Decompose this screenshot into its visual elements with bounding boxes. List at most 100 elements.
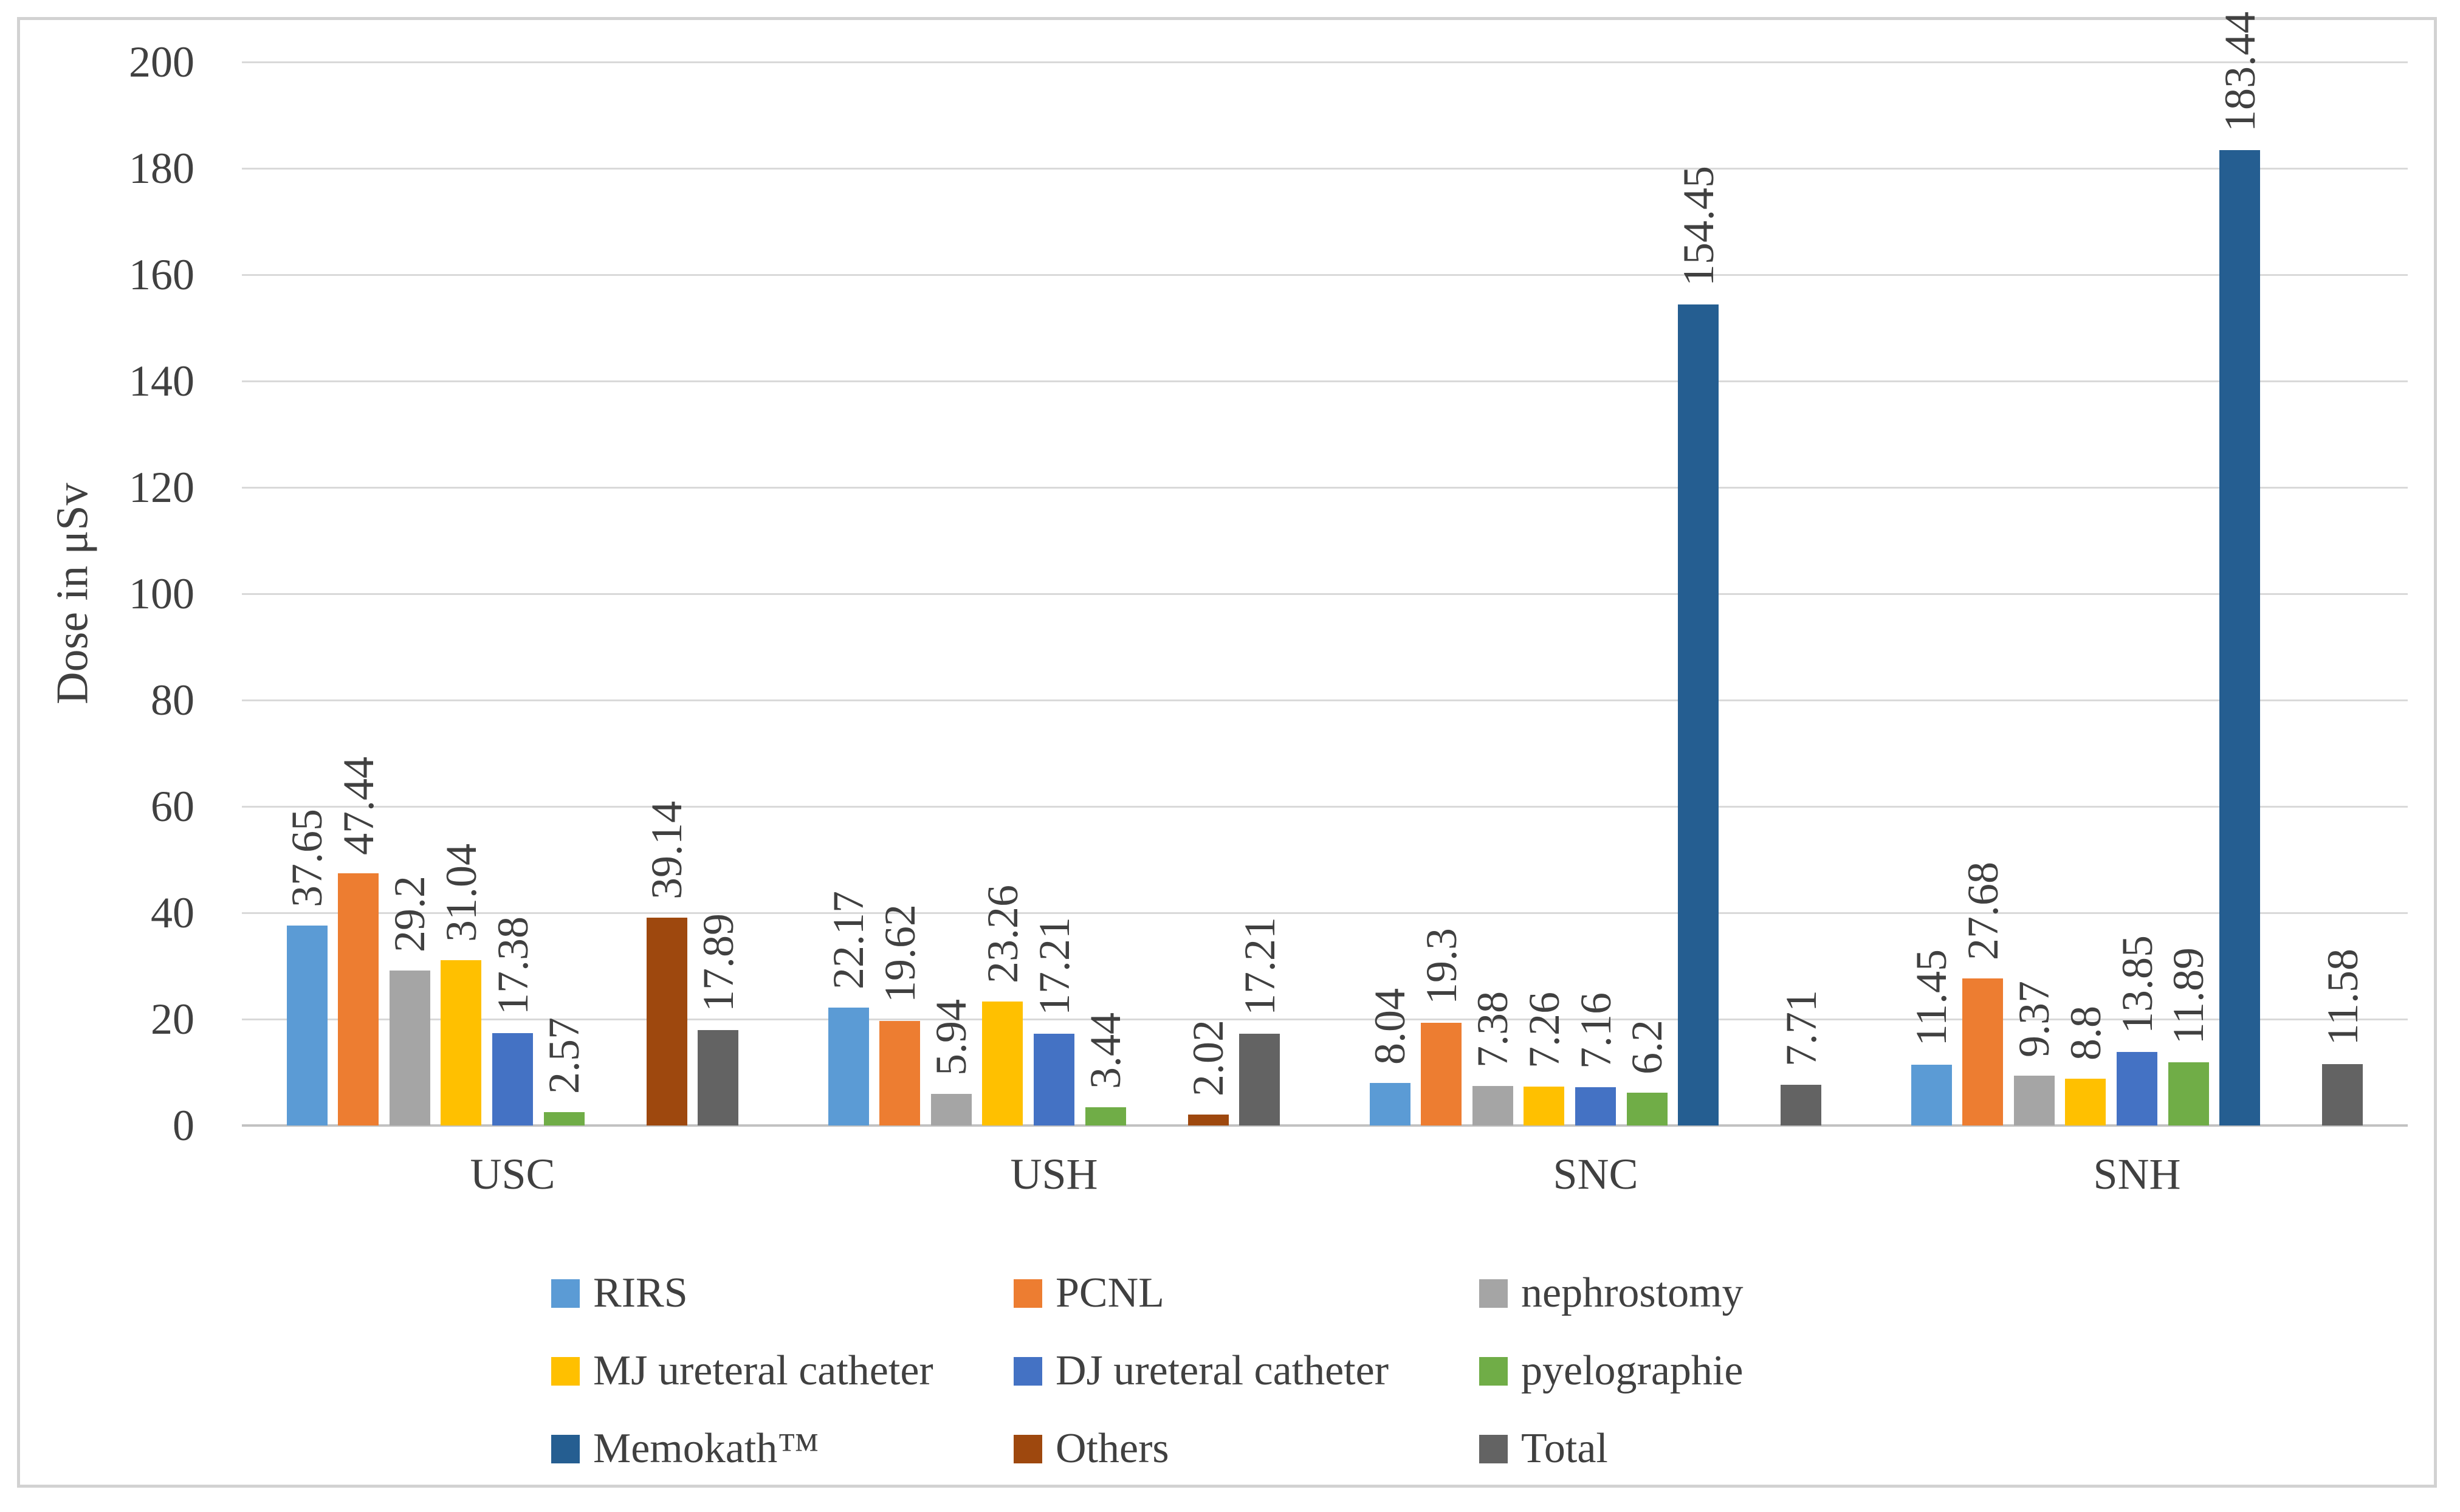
bar-slot: 11.58 xyxy=(2318,62,2367,1125)
bar-slot: 154.45 xyxy=(1674,62,1723,1125)
x-axis-line xyxy=(242,1124,2408,1127)
gridline xyxy=(242,593,2408,595)
bar-slot: 19.3 xyxy=(1417,62,1466,1125)
bar-nephrostomy-ush xyxy=(930,1094,972,1125)
legend-item-rirs: RIRS xyxy=(551,1271,688,1315)
gridline xyxy=(242,380,2408,382)
bar-value-label: 11.45 xyxy=(1907,949,1956,1046)
bar-value-label: 27.68 xyxy=(1958,861,2007,960)
bar-others-usc xyxy=(646,917,687,1125)
bar-slot: 39.14 xyxy=(642,62,692,1125)
bar-value-label: 17.89 xyxy=(693,913,743,1012)
bar-slot: 13.85 xyxy=(2112,62,2162,1125)
bar-pyelographie-snc xyxy=(1626,1092,1668,1125)
gridline xyxy=(242,61,2408,63)
y-tick-label: 200 xyxy=(129,38,194,86)
y-tick-label: 100 xyxy=(129,569,194,618)
bar-pcnl-snc xyxy=(1421,1023,1462,1125)
bar-value-label: 154.45 xyxy=(1674,165,1723,286)
bar-value-label: 2.57 xyxy=(540,1017,589,1094)
chart-border xyxy=(17,17,2437,1488)
gridline xyxy=(242,167,2408,170)
y-tick-label: 60 xyxy=(151,782,194,831)
bar-value-label: 11.89 xyxy=(2164,947,2213,1044)
bar-group-ush: 22.17 19.62 5.94 23.26 17.21 3.44 2.02 17.21 xyxy=(783,62,1325,1125)
bar-value-label: 29.2 xyxy=(385,875,435,952)
bar-value-label: 7.71 xyxy=(1776,989,1826,1067)
bar-slot: 11.45 xyxy=(1907,62,1956,1125)
bar-slot: 19.62 xyxy=(875,62,924,1125)
y-tick-label: 180 xyxy=(129,144,194,193)
legend-item-others: Others xyxy=(1014,1427,1169,1471)
bar-value-label: 39.14 xyxy=(642,800,692,899)
bar-slot: 7.16 xyxy=(1572,62,1620,1125)
bar-value-label: 11.58 xyxy=(2318,949,2367,1046)
legend-item-pcnl: PCNL xyxy=(1014,1271,1164,1315)
bar-dj-ureteral-catheter-snh xyxy=(2117,1051,2157,1125)
bar-slot xyxy=(1136,62,1177,1125)
bar-slot xyxy=(2271,62,2312,1125)
legend-item-memokath: Memokath™ xyxy=(551,1427,819,1471)
y-tick-label: 160 xyxy=(129,250,194,299)
bar-total-ush xyxy=(1239,1034,1280,1125)
bar-rirs-ush xyxy=(828,1008,869,1125)
bar-value-label: 31.04 xyxy=(436,844,486,943)
bar-value-label: 5.94 xyxy=(927,999,976,1076)
bar-total-usc xyxy=(698,1030,739,1125)
legend-swatch-rirs xyxy=(551,1279,580,1308)
bar-slot: 37.65 xyxy=(283,62,331,1125)
gridline xyxy=(242,273,2408,276)
bar-slot: 2.57 xyxy=(540,62,589,1125)
bar-value-label: 19.62 xyxy=(875,904,924,1003)
bar-slot: 17.21 xyxy=(1235,62,1284,1125)
bar-rirs-usc xyxy=(286,925,328,1125)
bar-value-label: 17.38 xyxy=(488,916,537,1015)
bar-slot: 8.8 xyxy=(2061,62,2110,1125)
bar-total-snh xyxy=(2322,1064,2363,1125)
bar-value-label: 17.21 xyxy=(1235,917,1284,1016)
bar-slot xyxy=(1730,62,1770,1125)
legend-item-mj-ureteral-catheter: MJ ureteral catheter xyxy=(551,1349,933,1393)
gridline xyxy=(242,699,2408,701)
bar-value-label: 47.44 xyxy=(334,756,383,855)
bar-value-label: 7.38 xyxy=(1468,991,1517,1068)
bar-others-ush xyxy=(1187,1115,1229,1125)
bar-pcnl-snh xyxy=(1962,978,2004,1125)
bar-value-label: 6.2 xyxy=(1623,1019,1672,1074)
bar-value-label: 13.85 xyxy=(2112,935,2162,1034)
bar-slot: 31.04 xyxy=(436,62,486,1125)
bar-group-snc: 8.04 19.3 7.38 7.26 7.16 6.2 154.45 7.71 xyxy=(1325,62,1866,1125)
bar-pyelographie-usc xyxy=(543,1112,585,1125)
legend-swatch-total xyxy=(1479,1434,1508,1463)
bar-value-label: 3.44 xyxy=(1081,1012,1130,1089)
legend-swatch-nephrostomy xyxy=(1479,1279,1508,1308)
legend-label: Memokath™ xyxy=(593,1425,819,1472)
bar-total-snc xyxy=(1781,1084,1822,1125)
legend-swatch-pcnl xyxy=(1014,1279,1042,1308)
bar-value-label: 183.44 xyxy=(2215,11,2264,132)
legend-label: Total xyxy=(1521,1425,1608,1472)
bar-slot: 17.89 xyxy=(693,62,743,1125)
bar-group-usc: 37.65 47.44 29.2 31.04 17.38 2.57 39.14 17.89 xyxy=(242,62,783,1125)
legend-label: nephrostomy xyxy=(1521,1270,1744,1316)
bar-slot: 22.17 xyxy=(824,62,873,1125)
bar-slot: 6.2 xyxy=(1623,62,1672,1125)
y-tick-label: 140 xyxy=(129,357,194,405)
legend-swatch-pyelographie xyxy=(1479,1356,1508,1386)
gridline xyxy=(242,1018,2408,1020)
bar-slot: 17.21 xyxy=(1030,62,1079,1125)
bar-slot: 2.02 xyxy=(1184,62,1232,1125)
bar-slot: 7.71 xyxy=(1776,62,1826,1125)
legend-swatch-memokath xyxy=(551,1434,580,1463)
bar-rirs-snc xyxy=(1369,1082,1410,1125)
bar-value-label: 8.04 xyxy=(1366,988,1415,1065)
bar-nephrostomy-snc xyxy=(1472,1086,1513,1125)
category-label-ush: USH xyxy=(1010,1150,1098,1198)
bar-value-label: 7.26 xyxy=(1519,992,1568,1069)
category-label-snh: SNH xyxy=(2093,1150,2181,1198)
bar-mj-ureteral-catheter-snc xyxy=(1524,1087,1565,1125)
y-tick-label: 20 xyxy=(151,995,194,1043)
legend-item-pyelographie: pyelographie xyxy=(1479,1349,1743,1393)
gridline xyxy=(242,486,2408,489)
